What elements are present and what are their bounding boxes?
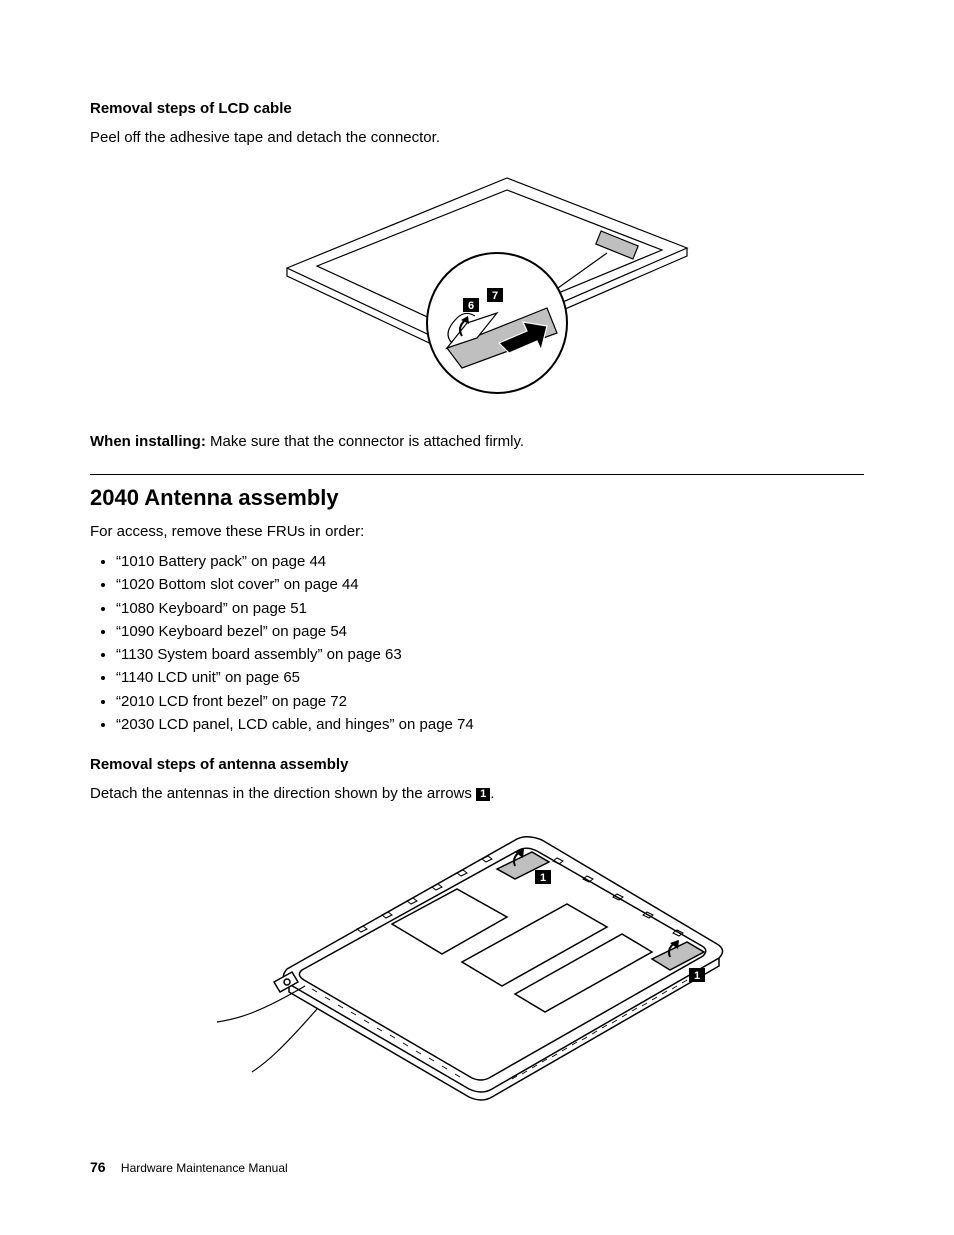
antenna-assembly-heading: 2040 Antenna assembly: [90, 485, 864, 511]
fru-item: “1020 Bottom slot cover” on page 44: [116, 573, 864, 596]
callout-7: 7: [492, 290, 498, 302]
lcd-cable-figure: 6 7: [90, 158, 864, 413]
fru-item: “1080 Keyboard” on page 51: [116, 597, 864, 620]
page-container: Removal steps of LCD cable Peel off the …: [0, 0, 954, 1235]
fru-item: “1010 Battery pack” on page 44: [116, 550, 864, 573]
antenna-removal-body: Detach the antennas in the direction sho…: [90, 783, 864, 804]
fru-item: “2030 LCD panel, LCD cable, and hinges” …: [116, 713, 864, 736]
antenna-assembly-figure: 1 1: [90, 814, 864, 1129]
antenna-removal-body-post: .: [490, 785, 494, 802]
page-footer: 76 Hardware Maintenance Manual: [90, 1159, 288, 1175]
fig-callout-left: 1: [540, 872, 546, 884]
doc-title: Hardware Maintenance Manual: [121, 1161, 288, 1175]
when-installing-label: When installing:: [90, 433, 206, 450]
antenna-removal-body-pre: Detach the antennas in the direction sho…: [90, 785, 476, 802]
fru-list: “1010 Battery pack” on page 44 “1020 Bot…: [90, 550, 864, 736]
callout-6: 6: [468, 300, 474, 312]
fig-callout-right: 1: [694, 970, 700, 982]
when-installing-line: When installing: Make sure that the conn…: [90, 433, 864, 450]
antenna-removal-title: Removal steps of antenna assembly: [90, 756, 864, 773]
antenna-assembly-intro: For access, remove these FRUs in order:: [90, 521, 864, 542]
when-installing-text: Make sure that the connector is attached…: [206, 433, 524, 450]
fru-item: “1090 Keyboard bezel” on page 54: [116, 620, 864, 643]
lcd-cable-removal-body: Peel off the adhesive tape and detach th…: [90, 127, 864, 148]
lcd-cable-removal-title: Removal steps of LCD cable: [90, 100, 864, 117]
inline-callout-1: 1: [476, 788, 490, 801]
fru-item: “1130 System board assembly” on page 63: [116, 643, 864, 666]
fru-item: “1140 LCD unit” on page 65: [116, 666, 864, 689]
page-number: 76: [90, 1159, 106, 1175]
section-divider: [90, 474, 864, 475]
fru-item: “2010 LCD front bezel” on page 72: [116, 690, 864, 713]
